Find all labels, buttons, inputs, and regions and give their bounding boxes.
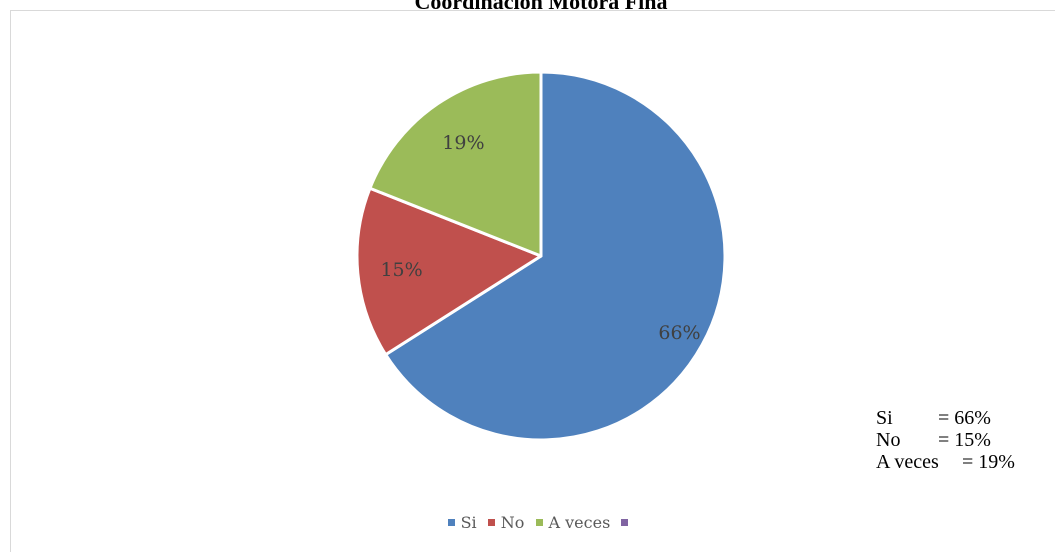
chart-title: Coordinación Motora Fina [414, 0, 668, 14]
legend-item-si: Si [447, 513, 477, 532]
side-row-a-veces: A veces = 19% [876, 451, 1055, 473]
side-label-a-veces: A veces [876, 451, 939, 473]
side-summary: Si = 66% No = 15% A veces = 19% [876, 407, 1055, 473]
side-value-no: = 15% [938, 429, 991, 451]
side-label-si: Si [876, 407, 893, 429]
pie-slice-si [384, 70, 727, 442]
side-value-a-veces: = 19% [962, 451, 1015, 473]
legend-label-a-veces: A veces [548, 513, 611, 532]
legend-swatch-si [447, 519, 455, 526]
legend: Si No A veces [0, 513, 1055, 532]
side-row-no: No = 15% [876, 429, 1055, 451]
legend-item-empty [621, 513, 634, 532]
pie-slice-no [355, 186, 543, 357]
legend-swatch-a-veces [535, 519, 543, 526]
legend-label-si: Si [460, 513, 477, 532]
legend-swatch-no [487, 519, 495, 526]
data-label-a-veces: 19% [442, 132, 484, 154]
chart-border [10, 10, 1055, 552]
side-row-si: Si = 66% [876, 407, 1055, 429]
data-label-si: 66% [658, 322, 700, 344]
side-value-si: = 66% [938, 407, 991, 429]
side-label-no: No [876, 429, 901, 451]
data-label-no: 15% [380, 259, 422, 281]
legend-label-no: No [500, 513, 525, 532]
pie-slice-a-veces [368, 70, 543, 258]
legend-item-no: No [487, 513, 525, 532]
legend-swatch-empty [621, 519, 629, 526]
legend-item-a-veces: A veces [535, 513, 611, 532]
